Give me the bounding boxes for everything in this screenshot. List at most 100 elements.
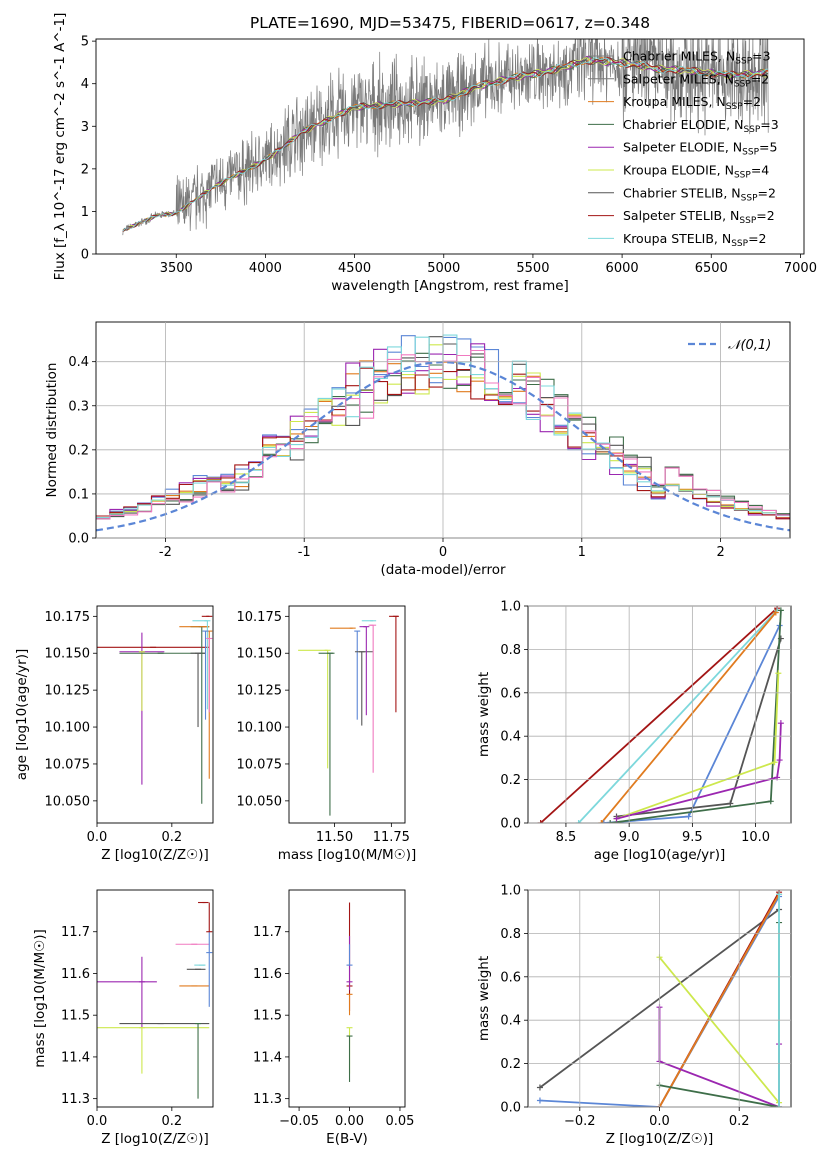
weight_vs_age-xtick-label: 10.0 <box>741 830 770 845</box>
weight_vs_age-ytick-label: 0.8 <box>500 643 521 658</box>
mass-weight-line <box>659 922 780 1107</box>
weight_vs_Z-ytick-label: 0.6 <box>500 970 521 985</box>
errorbar-point <box>206 931 213 1007</box>
mass-weight-marker <box>536 1084 543 1091</box>
age_vs_mass-xtick-label: 11.50 <box>316 830 353 845</box>
age_vs_mass-ytick-label: 10.050 <box>237 794 283 809</box>
weight_vs_age-ytick-label: 0.0 <box>500 817 521 832</box>
errorbar-point <box>195 1022 202 1099</box>
spectrum-data-line <box>122 39 769 236</box>
mass-weight-line <box>658 956 780 1104</box>
age_vs_Z-xlabel: Z [log10(Z/Z☉)] <box>101 847 209 863</box>
spectrum-ytick-label: 5 <box>81 35 89 50</box>
age_vs_Z-ytick-label: 10.125 <box>45 684 91 699</box>
weight_vs_Z-ytick-label: 0.8 <box>500 927 521 942</box>
age_vs_Z-ylabel: age [log10(age/yr)] <box>14 649 30 781</box>
mass_vs_EBV-ytick-label: 11.5 <box>253 1009 282 1024</box>
weight_vs_Z-xtick-label: −0.2 <box>564 1114 596 1129</box>
residuals-xtick-label: 1 <box>578 545 586 560</box>
mass_vs_Z-plot-area <box>97 901 213 1099</box>
age_vs_mass-plot-area <box>298 615 399 816</box>
mass_vs_Z-xtick-label: 0.2 <box>161 1114 182 1129</box>
mass-weight-marker <box>685 813 692 820</box>
age_vs_Z-plot-area <box>97 615 213 804</box>
legend-entry: Salpeter MILES, NSSP=2 <box>623 71 769 89</box>
age_vs_mass-ytick-label: 10.150 <box>237 647 283 662</box>
mass_vs_EBV-ytick-label: 11.3 <box>253 1092 282 1107</box>
residuals-xtick-label: -2 <box>159 545 172 560</box>
errorbar-point <box>190 652 206 728</box>
age_vs_Z-frame <box>96 605 214 824</box>
residuals-ytick-label: 0.1 <box>68 487 89 502</box>
residuals-ytick-label: 0.0 <box>68 532 89 547</box>
residuals-xtick-label: 2 <box>716 545 724 560</box>
mass-weight-marker <box>613 815 620 822</box>
mass-weight-marker <box>777 720 784 727</box>
weight_vs_Z-axes: −0.2 0.0 0.2 0.0 0.2 0.4 0.6 0.8 1.0 Z [log10(Z/Z… <box>476 884 791 1147</box>
spectrum-xtick-label: 4500 <box>338 261 371 276</box>
spectrum-plot-area <box>122 39 769 236</box>
mass_vs_Z-ytick-label: 11.3 <box>61 1092 90 1107</box>
mass-weight-marker <box>767 798 774 805</box>
residuals-xtick-label: -1 <box>298 545 311 560</box>
spectrum-xtick-label: 5500 <box>516 261 549 276</box>
age_vs_mass-ytick-label: 10.100 <box>237 721 283 736</box>
residuals-ytick-label: 0.3 <box>68 399 89 414</box>
weight_vs_Z-ytick-label: 0.4 <box>500 1014 521 1029</box>
mass-weight-marker <box>727 800 734 807</box>
age_vs_mass-xlabel: mass [log10(M/M☉)] <box>278 847 417 863</box>
weight_vs_age-ytick-label: 0.6 <box>500 686 521 701</box>
spectrum-xtick-label: 3500 <box>160 261 193 276</box>
errorbar-point <box>359 626 370 716</box>
errorbar-point <box>206 637 213 713</box>
age_vs_Z-ytick-label: 10.075 <box>45 757 91 772</box>
spectrum-title: PLATE=1690, MJD=53475, FIBERID=0617, z=0… <box>250 14 650 32</box>
age_vs_Z-ytick-label: 10.150 <box>45 647 91 662</box>
weight_vs_age-xlabel: age [log10(age/yr)] <box>594 847 726 863</box>
mass-weight-marker <box>607 820 614 823</box>
errorbar-point <box>97 1027 210 1074</box>
errorbar-point <box>368 624 377 773</box>
age_vs_Z-ytick-label: 10.050 <box>45 794 91 809</box>
mass_vs_Z-ytick-label: 11.5 <box>61 1009 90 1024</box>
weight_vs_Z-ytick-label: 0.2 <box>500 1057 521 1072</box>
weight_vs_age-ytick-label: 0.2 <box>500 773 521 788</box>
errorbar-point <box>192 620 211 710</box>
age_vs_Z-ytick-label: 10.100 <box>45 721 91 736</box>
spectrum-xtick-label: 4000 <box>249 261 282 276</box>
age_vs_mass-ytick-label: 10.175 <box>237 610 283 625</box>
weight_vs_age-xtick-label: 8.5 <box>556 830 577 845</box>
age_vs_mass-ytick-label: 10.075 <box>237 757 283 772</box>
residuals-axes: -2 -1 0 1 2 0.0 0.1 0.2 0.3 0.4 (data-model)/error… <box>44 322 790 578</box>
residuals-xtick-label: 0 <box>439 545 447 560</box>
legend-entry: 𝒩(0,1) <box>728 338 771 353</box>
mass-weight-line <box>577 609 778 823</box>
errorbar-point <box>389 615 399 713</box>
mass-weight-line <box>603 625 781 823</box>
errorbar-point <box>298 649 331 769</box>
mass-weight-line <box>600 611 777 823</box>
mass_vs_Z-axes: 0.0 0.2 11.3 11.4 11.5 11.6 11.7 Z [log10(Z/Z☉)… <box>32 925 209 1147</box>
mass-weight-line <box>658 893 780 1107</box>
mass-weight-marker <box>775 670 782 677</box>
errorbar-point <box>206 902 213 933</box>
age_vs_Z-xtick-label: 0.0 <box>87 830 108 845</box>
legend-entry: Chabrier MILES, NSSP=3 <box>623 49 771 67</box>
legend-entry: Salpeter STELIB, NSSP=2 <box>623 208 775 226</box>
mass_vs_Z-xlabel: Z [log10(Z/Z☉)] <box>101 1131 209 1147</box>
weight_vs_age-axes: 8.5 9.0 9.5 10.0 0.0 0.2 0.4 0.6 0.8 1.0 age [log1… <box>476 600 791 863</box>
mass_vs_EBV-frame <box>288 889 406 1108</box>
mass_vs_EBV-ytick-label: 11.6 <box>253 967 282 982</box>
mass-weight-marker <box>537 820 544 823</box>
spectrum-ytick-label: 4 <box>81 77 89 92</box>
legend-entry: Kroupa STELIB, NSSP=2 <box>623 231 767 249</box>
spectrum-ytick-label: 3 <box>81 120 89 135</box>
weight_vs_age-xtick-label: 9.0 <box>619 830 640 845</box>
weight_vs_age-ylabel: mass weight <box>476 672 492 757</box>
errorbar-point <box>346 993 353 1016</box>
mass_vs_Z-ylabel: mass [log10(M/M☉)] <box>32 929 48 1068</box>
weight_vs_age-plot-area <box>537 606 784 823</box>
mass-weight-marker <box>575 820 582 823</box>
weight_vs_Z-ytick-label: 1.0 <box>500 884 521 899</box>
residuals-xlabel: (data-model)/error <box>380 562 506 578</box>
